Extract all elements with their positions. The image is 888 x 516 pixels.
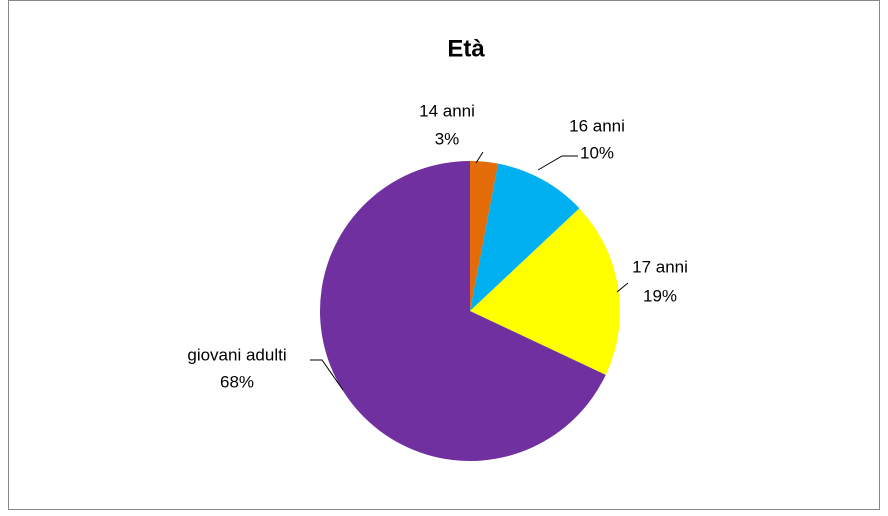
chart-title: Età <box>447 35 485 62</box>
slice-value-label: 10% <box>580 143 614 162</box>
pie-slice <box>470 161 499 311</box>
pie-slice <box>470 208 620 375</box>
slice-value-label: 68% <box>220 372 254 391</box>
slice-label: 14 anni <box>419 101 475 120</box>
slice-label: 17 anni <box>632 257 688 276</box>
pie-slice <box>320 161 606 461</box>
slice-value-label: 3% <box>435 129 460 148</box>
slice-value-label: 19% <box>643 286 677 305</box>
slice-label: giovani adulti <box>187 345 286 364</box>
leader-line <box>537 155 578 171</box>
leader-line <box>475 151 484 164</box>
pie-slice <box>470 163 580 311</box>
leader-line <box>616 282 629 293</box>
leader-line <box>310 359 344 391</box>
slice-label: 16 anni <box>569 116 625 135</box>
